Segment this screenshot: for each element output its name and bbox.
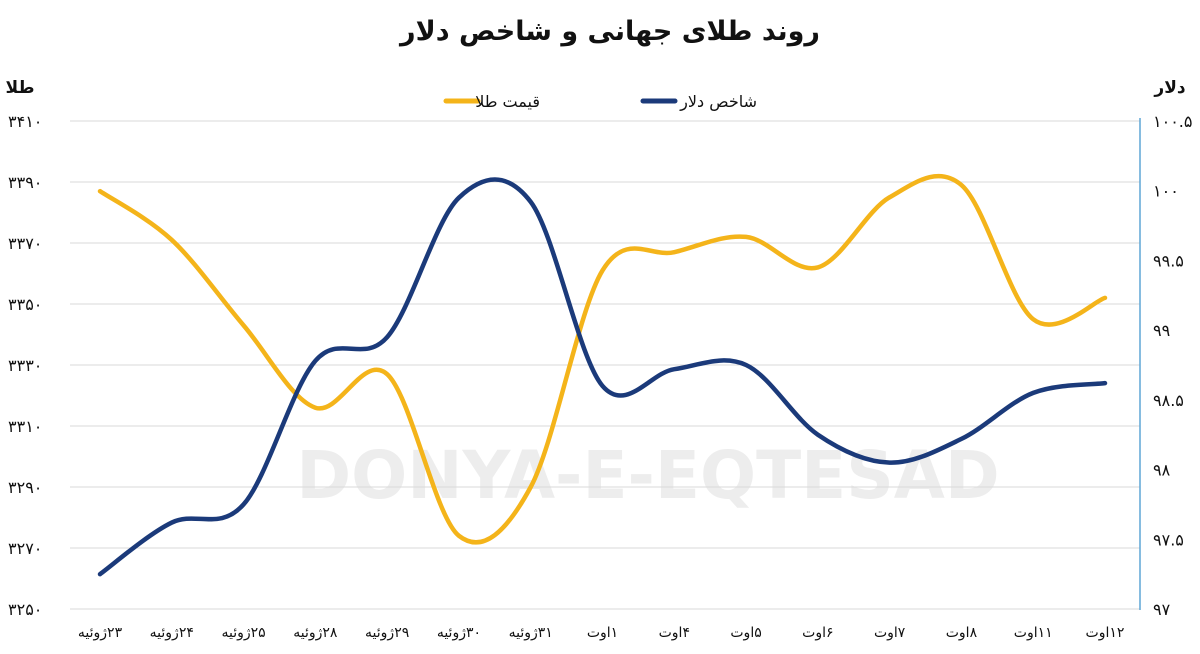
- x-tick-label: ۷اوت: [874, 625, 906, 641]
- x-tick-label: ۱۱اوت: [1014, 625, 1053, 641]
- left-tick-label: ۳۲۷۰: [8, 539, 42, 558]
- x-tick-label: ۳۰ژوئیه: [437, 625, 481, 641]
- x-tick-label: ۲۹ژوئیه: [365, 625, 409, 641]
- left-tick-label: ۳۳۷۰: [8, 234, 42, 253]
- left-axis-title: طلا: [6, 78, 35, 98]
- right-tick-label: ۹۸.۵: [1153, 391, 1184, 410]
- left-tick-label: ۳۴۱۰: [8, 112, 42, 131]
- right-axis-ticks: ۹۷ ۹۷.۵ ۹۸ ۹۸.۵ ۹۹ ۹۹.۵ ۱۰۰ ۱۰۰.۵: [1153, 112, 1192, 619]
- left-axis-ticks: ۳۲۵۰ ۳۲۷۰ ۳۲۹۰ ۳۳۱۰ ۳۳۳۰ ۳۳۵۰ ۳۳۷۰ ۳۳۹۰ ۳۴۱۰: [8, 112, 42, 619]
- legend-label-gold: قیمت طلا: [475, 92, 540, 111]
- right-tick-label: ۹۷.۵: [1153, 530, 1184, 549]
- gold-price-line: [97, 173, 1108, 545]
- chart-title: روند طلای جهانی و شاخص دلار: [398, 16, 820, 47]
- x-tick-label: ۳۱ژوئیه: [509, 625, 553, 641]
- x-tick-label: ۲۴ژوئیه: [150, 625, 194, 641]
- chart-watermark: DONYA-E-EQTESAD: [296, 437, 999, 514]
- x-tick-label: ۵اوت: [730, 625, 761, 641]
- left-tick-label: ۳۳۳۰: [8, 356, 42, 375]
- right-tick-label: ۱۰۰.۵: [1153, 112, 1192, 131]
- dollar-index-line: [97, 177, 1108, 577]
- right-tick-label: ۹۹: [1153, 321, 1170, 340]
- x-tick-label: ۲۸ژوئیه: [293, 625, 338, 641]
- x-tick-label: ۶اوت: [802, 625, 833, 641]
- x-axis-ticks: ۲۳ژوئیه ۲۴ژوئیه ۲۵ژوئیه ۲۸ژوئیه ۲۹ژوئیه ۳۰ژوئ…: [78, 625, 1125, 641]
- x-tick-label: ۲۵ژوئیه: [221, 625, 265, 641]
- right-tick-label: ۹۸: [1153, 461, 1171, 480]
- x-tick-label: ۴اوت: [659, 625, 690, 641]
- grid: [70, 120, 1140, 610]
- right-tick-label: ۹۹.۵: [1153, 251, 1184, 270]
- left-tick-label: ۳۳۵۰: [8, 295, 42, 314]
- x-tick-label: ۲۳ژوئیه: [78, 625, 123, 641]
- x-tick-label: ۸اوت: [946, 625, 978, 641]
- left-tick-label: ۳۲۵۰: [8, 600, 42, 619]
- left-tick-label: ۳۳۱۰: [8, 417, 42, 436]
- left-tick-label: ۳۲۹۰: [8, 478, 42, 497]
- left-tick-label: ۳۳۹۰: [8, 173, 42, 192]
- right-tick-label: ۱۰۰: [1153, 182, 1179, 201]
- series-lines: [97, 173, 1108, 577]
- right-axis-title: دلار: [1153, 78, 1185, 98]
- right-tick-label: ۹۷: [1153, 600, 1171, 619]
- legend: قیمت طلا شاخص دلار: [443, 92, 757, 112]
- x-tick-label: ۱۲اوت: [1086, 625, 1125, 641]
- x-tick-label: ۱اوت: [587, 625, 618, 641]
- legend-label-dollar: شاخص دلار: [679, 92, 757, 112]
